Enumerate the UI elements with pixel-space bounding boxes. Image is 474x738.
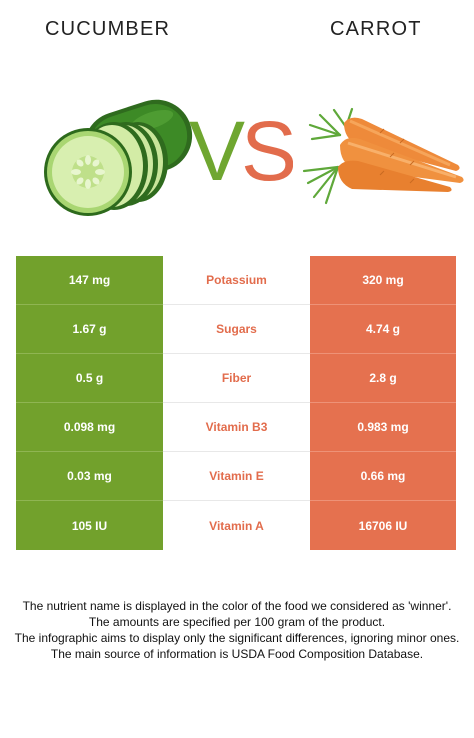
left-food-title: CUCUMBER xyxy=(45,18,171,40)
footer-line: The amounts are specified per 100 gram o… xyxy=(88,615,386,629)
footer-line: The nutrient name is displayed in the co… xyxy=(22,599,452,613)
cucumber-value: 1.67 g xyxy=(16,305,163,354)
cucumber-value: 147 mg xyxy=(16,256,163,305)
carrot-value: 4.74 g xyxy=(310,305,456,354)
comparison-table: 147 mg Potassium 320 mg 1.67 g Sugars 4.… xyxy=(16,256,456,550)
carrot-value: 2.8 g xyxy=(310,354,456,403)
carrot-value: 16706 IU xyxy=(310,501,456,550)
cucumber-value: 0.03 mg xyxy=(16,452,163,501)
cucumber-image xyxy=(44,99,193,216)
nutrient-label: Fiber xyxy=(163,354,310,403)
footer-line: The infographic aims to display only the… xyxy=(14,631,460,645)
carrot-value: 0.983 mg xyxy=(310,403,456,452)
right-food-title: CARROT xyxy=(330,18,422,40)
vs-v-letter: V xyxy=(189,108,245,188)
table-row: 147 mg Potassium 320 mg xyxy=(16,256,456,305)
table-row: 0.5 g Fiber 2.8 g xyxy=(16,354,456,403)
footer-notes: The nutrient name is displayed in the co… xyxy=(14,598,460,662)
vs-label: V S xyxy=(189,108,293,188)
table-row: 0.098 mg Vitamin B3 0.983 mg xyxy=(16,403,456,452)
carrot-image xyxy=(302,107,464,205)
nutrient-label: Vitamin B3 xyxy=(163,403,310,452)
footer-line: The main source of information is USDA F… xyxy=(50,647,424,661)
cucumber-value: 105 IU xyxy=(16,501,163,550)
nutrient-label: Potassium xyxy=(163,256,310,305)
table-row: 1.67 g Sugars 4.74 g xyxy=(16,305,456,354)
carrot-value: 0.66 mg xyxy=(310,452,456,501)
nutrient-label: Vitamin E xyxy=(163,452,310,501)
nutrient-label: Sugars xyxy=(163,305,310,354)
cucumber-value: 0.5 g xyxy=(16,354,163,403)
table-row: 0.03 mg Vitamin E 0.66 mg xyxy=(16,452,456,501)
nutrient-label: Vitamin A xyxy=(163,501,310,550)
table-row: 105 IU Vitamin A 16706 IU xyxy=(16,501,456,550)
cucumber-value: 0.098 mg xyxy=(16,403,163,452)
vs-s-letter: S xyxy=(241,108,293,188)
carrot-value: 320 mg xyxy=(310,256,456,305)
